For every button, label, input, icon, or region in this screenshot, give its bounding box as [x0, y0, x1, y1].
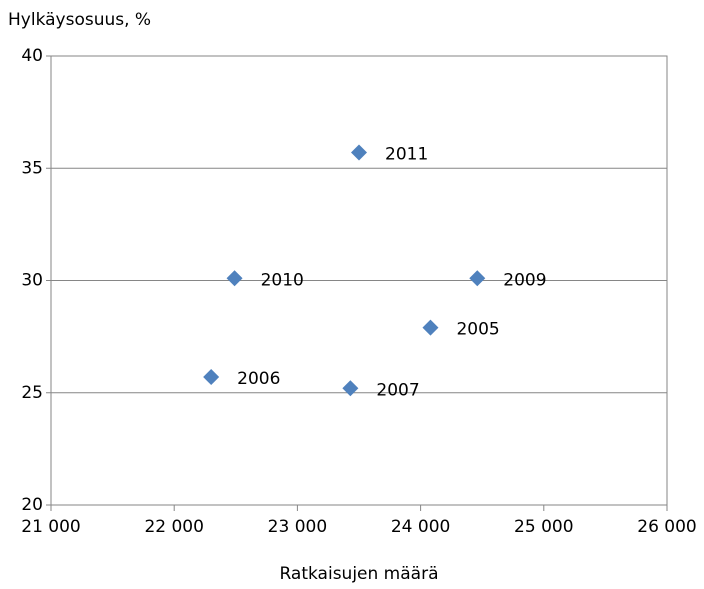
x-tick-label: 25 000 [514, 517, 573, 537]
x-tick-label: 23 000 [268, 517, 327, 537]
data-label: 2009 [503, 270, 546, 290]
marker [469, 270, 486, 287]
marker [342, 380, 359, 397]
data-label: 2010 [261, 270, 304, 290]
marker [226, 270, 243, 287]
data-label: 2006 [237, 369, 280, 389]
x-tick-label: 26 000 [637, 517, 696, 537]
data-label: 2005 [456, 320, 499, 340]
y-tick-label: 35 [21, 158, 43, 178]
x-tick-label: 21 000 [21, 517, 80, 537]
y-tick-label: 20 [21, 495, 43, 515]
marker [203, 369, 220, 386]
y-tick-label: 30 [21, 271, 43, 291]
x-tick-label: 22 000 [144, 517, 203, 537]
y-tick-label: 25 [21, 383, 43, 403]
data-label: 2007 [376, 380, 419, 400]
data-label: 2011 [385, 145, 428, 165]
x-axis-label: Ratkaisujen määrä [279, 564, 438, 584]
y-axis-label: Hylkäysosuus, % [8, 10, 151, 30]
y-tick-label: 40 [21, 46, 43, 66]
x-tick-label: 24 000 [391, 517, 450, 537]
marker [351, 144, 367, 161]
marker [422, 319, 439, 336]
